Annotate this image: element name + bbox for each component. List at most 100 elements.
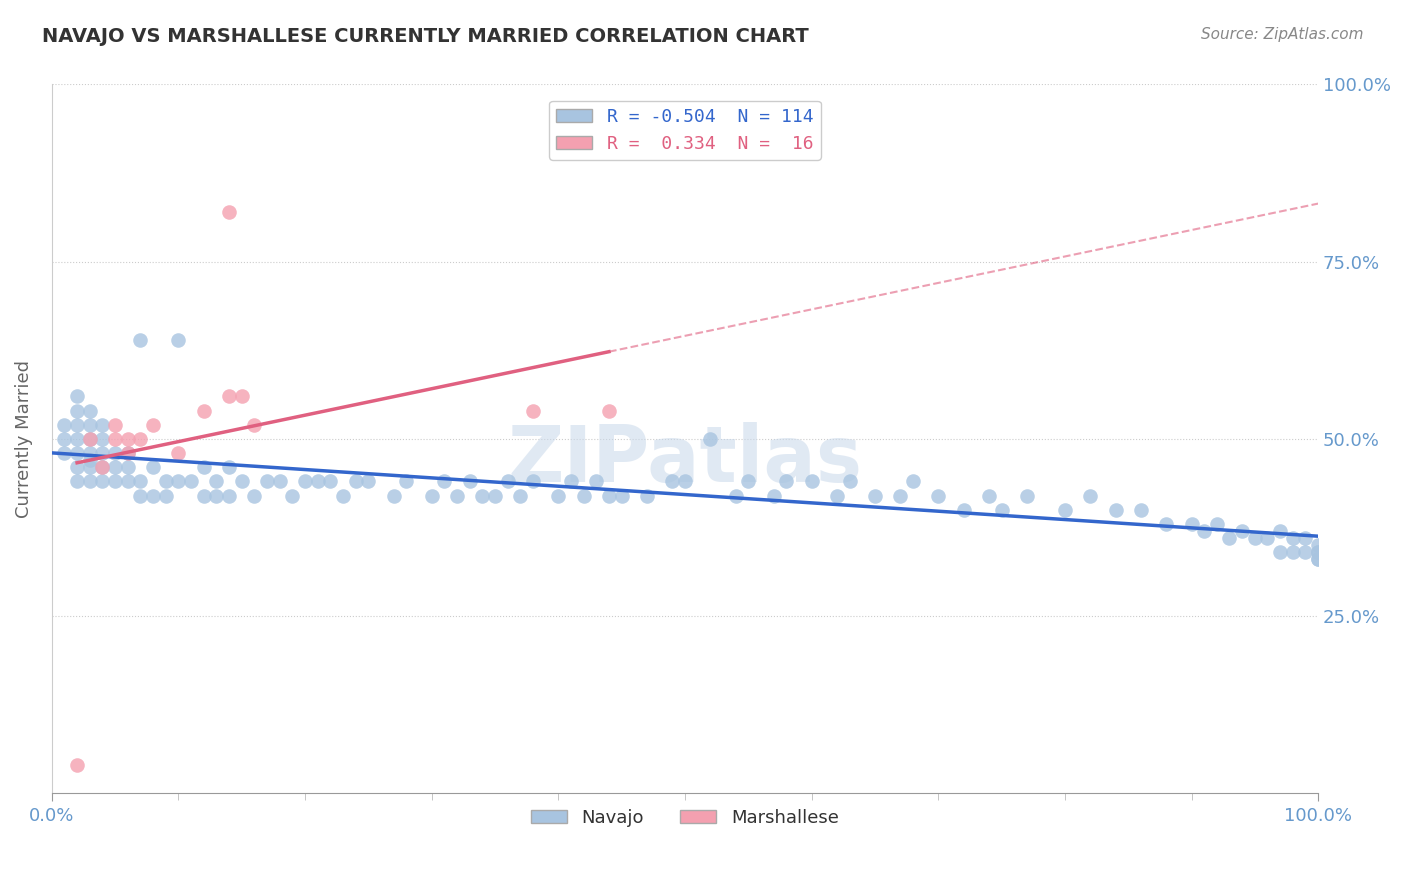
Point bbox=[218, 205, 240, 219]
Point bbox=[66, 460, 89, 475]
Legend: Navajo, Marshallese: Navajo, Marshallese bbox=[524, 802, 846, 834]
Point bbox=[91, 460, 114, 475]
Point bbox=[205, 475, 228, 489]
Point bbox=[104, 475, 127, 489]
Point bbox=[484, 489, 506, 503]
Point bbox=[155, 489, 177, 503]
Point bbox=[1308, 545, 1330, 559]
Point bbox=[129, 333, 152, 347]
Point bbox=[66, 475, 89, 489]
Point bbox=[775, 475, 797, 489]
Point bbox=[572, 489, 595, 503]
Point bbox=[66, 758, 89, 772]
Point bbox=[1295, 545, 1317, 559]
Point bbox=[180, 475, 202, 489]
Point bbox=[420, 489, 443, 503]
Point bbox=[762, 489, 785, 503]
Point bbox=[585, 475, 607, 489]
Point bbox=[433, 475, 456, 489]
Point bbox=[1053, 503, 1076, 517]
Point bbox=[1180, 516, 1202, 531]
Point bbox=[91, 475, 114, 489]
Point bbox=[990, 503, 1012, 517]
Point bbox=[193, 460, 215, 475]
Point bbox=[952, 503, 974, 517]
Point bbox=[79, 432, 101, 446]
Point bbox=[673, 475, 696, 489]
Y-axis label: Currently Married: Currently Married bbox=[15, 359, 32, 518]
Text: NAVAJO VS MARSHALLESE CURRENTLY MARRIED CORRELATION CHART: NAVAJO VS MARSHALLESE CURRENTLY MARRIED … bbox=[42, 27, 808, 45]
Point bbox=[1308, 545, 1330, 559]
Point bbox=[117, 460, 139, 475]
Point bbox=[79, 446, 101, 460]
Point bbox=[79, 460, 101, 475]
Point bbox=[91, 432, 114, 446]
Point bbox=[1218, 531, 1240, 545]
Point bbox=[977, 489, 1000, 503]
Point bbox=[91, 460, 114, 475]
Point bbox=[699, 432, 721, 446]
Point bbox=[193, 489, 215, 503]
Point bbox=[307, 475, 329, 489]
Point bbox=[129, 489, 152, 503]
Point bbox=[357, 475, 380, 489]
Point bbox=[167, 333, 190, 347]
Point bbox=[800, 475, 823, 489]
Point bbox=[66, 446, 89, 460]
Point bbox=[1308, 552, 1330, 566]
Point bbox=[661, 475, 683, 489]
Point bbox=[117, 432, 139, 446]
Point bbox=[344, 475, 367, 489]
Point bbox=[1256, 531, 1278, 545]
Point bbox=[66, 389, 89, 403]
Point bbox=[231, 475, 253, 489]
Text: ZIPatlas: ZIPatlas bbox=[508, 422, 862, 498]
Point bbox=[1243, 531, 1265, 545]
Point bbox=[1281, 531, 1303, 545]
Point bbox=[458, 475, 481, 489]
Point bbox=[193, 403, 215, 417]
Point bbox=[927, 489, 949, 503]
Point bbox=[610, 489, 633, 503]
Point bbox=[117, 446, 139, 460]
Point bbox=[522, 475, 544, 489]
Point bbox=[243, 489, 266, 503]
Point bbox=[218, 460, 240, 475]
Point bbox=[104, 446, 127, 460]
Point bbox=[167, 475, 190, 489]
Point bbox=[1205, 516, 1227, 531]
Point bbox=[1192, 524, 1215, 538]
Point bbox=[1268, 545, 1291, 559]
Point bbox=[446, 489, 468, 503]
Point bbox=[66, 432, 89, 446]
Point bbox=[205, 489, 228, 503]
Point bbox=[79, 417, 101, 432]
Point bbox=[142, 417, 165, 432]
Point bbox=[231, 389, 253, 403]
Point bbox=[104, 432, 127, 446]
Point bbox=[319, 475, 342, 489]
Text: Source: ZipAtlas.com: Source: ZipAtlas.com bbox=[1201, 27, 1364, 42]
Point bbox=[66, 417, 89, 432]
Point bbox=[142, 489, 165, 503]
Point bbox=[547, 489, 569, 503]
Point bbox=[167, 446, 190, 460]
Point bbox=[560, 475, 582, 489]
Point bbox=[724, 489, 747, 503]
Point bbox=[117, 446, 139, 460]
Point bbox=[838, 475, 860, 489]
Point bbox=[91, 417, 114, 432]
Point bbox=[598, 489, 620, 503]
Point bbox=[1230, 524, 1253, 538]
Point bbox=[863, 489, 886, 503]
Point bbox=[1281, 545, 1303, 559]
Point bbox=[1268, 524, 1291, 538]
Point bbox=[129, 475, 152, 489]
Point bbox=[218, 489, 240, 503]
Point bbox=[1015, 489, 1038, 503]
Point bbox=[218, 389, 240, 403]
Point bbox=[66, 403, 89, 417]
Point bbox=[79, 475, 101, 489]
Point bbox=[104, 417, 127, 432]
Point bbox=[79, 453, 101, 467]
